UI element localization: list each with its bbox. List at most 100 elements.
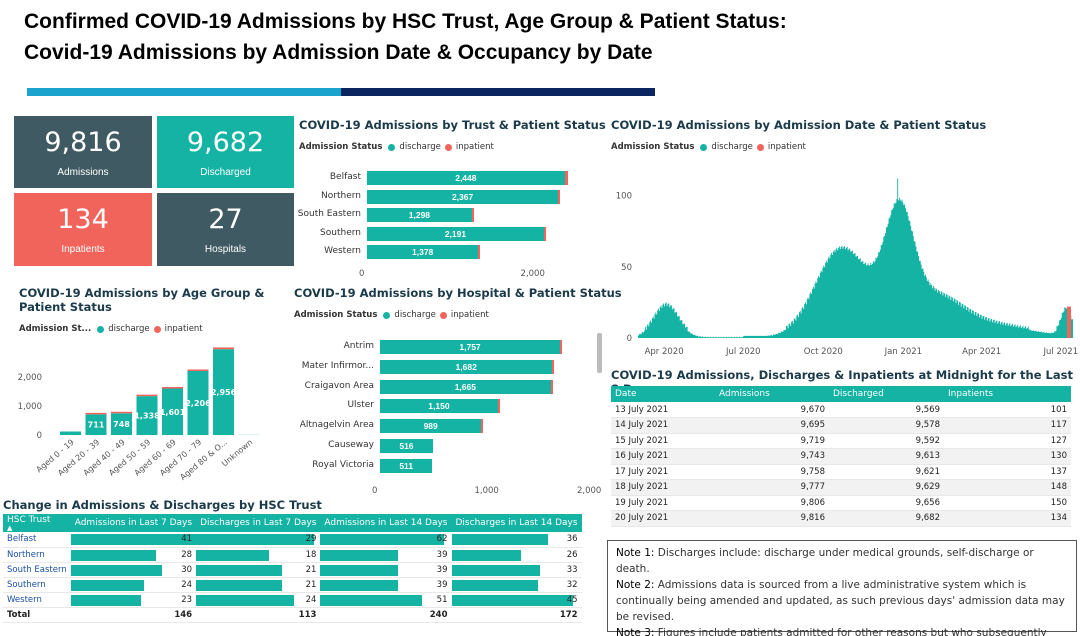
cell-value: 36: [566, 534, 578, 545]
discharge-bar[interactable]: [380, 359, 553, 374]
inpatient-bar[interactable]: [481, 419, 484, 434]
bar-row-causeway[interactable]: Causeway 516: [328, 439, 585, 453]
discharge-bar[interactable]: [380, 379, 551, 394]
sort-asc-icon[interactable]: ▲: [7, 524, 13, 532]
bar-row-ulster[interactable]: Ulster 1,150: [347, 399, 585, 414]
discharge-bar[interactable]: [60, 431, 81, 435]
legend-inpatient: inpatient: [455, 142, 494, 152]
bar-row-south-eastern[interactable]: South Eastern 1,298: [298, 208, 577, 222]
scrollbar-thumb[interactable]: [597, 333, 602, 373]
header-dis-7[interactable]: Discharges in Last 7 Days: [196, 514, 321, 532]
inpatient-bar[interactable]: [552, 359, 555, 374]
cell-value: 26: [566, 549, 578, 560]
header-adm-14[interactable]: Admissions in Last 14 Days: [320, 514, 452, 532]
x-tick-label: Apr 2021: [962, 347, 1001, 357]
bar-row-antrim[interactable]: Antrim 1,757: [344, 340, 585, 354]
inpatient-bar[interactable]: [550, 379, 553, 394]
cell-value: 24: [305, 594, 317, 605]
table-row[interactable]: 20 July 2021 9,816 9,682 134: [611, 510, 1071, 527]
header-admissions[interactable]: Admissions: [715, 386, 829, 402]
table-row[interactable]: South Eastern 30 21 39 33: [3, 562, 582, 578]
discharge-bar[interactable]: [380, 439, 433, 453]
table-row[interactable]: Western 23 24 51 45: [3, 592, 582, 608]
admission-date-area-chart[interactable]: 0 50 100 Apr 2020 Jul 2020 Oct 2020 Jan 2021 Ap…: [608, 160, 1078, 360]
date-cell: 18 July 2021: [611, 479, 715, 496]
table-row[interactable]: Southern 24 21 39 32: [3, 577, 582, 593]
header-inpatients[interactable]: Inpatients: [944, 386, 1071, 402]
value-cell: 148: [944, 479, 1071, 496]
kpi-inpatients[interactable]: 134 Inpatients: [14, 193, 152, 266]
table-row[interactable]: Northern 28 18 39 26: [3, 547, 582, 563]
discharge-bar[interactable]: [380, 399, 498, 414]
discharge-bar[interactable]: [367, 189, 559, 204]
inpatient-bar[interactable]: [543, 226, 546, 241]
discharge-bar[interactable]: [367, 208, 472, 222]
inpatient-bar[interactable]: [136, 394, 158, 397]
value-cell: 23: [70, 592, 197, 608]
bar-row-craigavon-area[interactable]: Craigavon Area 1,665: [305, 379, 585, 394]
category-label: Antrim: [343, 341, 374, 351]
discharge-bar[interactable]: [380, 419, 482, 434]
inpatient-bar[interactable]: [111, 411, 132, 414]
inpatient-bar[interactable]: [558, 189, 561, 204]
category-label: Craigavon Area: [304, 380, 374, 391]
table-row[interactable]: Belfast 41 29 62 36: [3, 532, 582, 548]
inpatient-bar[interactable]: [187, 369, 209, 371]
inpatient-bar[interactable]: [162, 387, 183, 389]
discharge-bar[interactable]: [367, 226, 544, 241]
table-row[interactable]: 13 July 2021 9,670 9,569 101: [611, 402, 1071, 418]
cell-value: 51: [436, 594, 448, 605]
table-row[interactable]: 15 July 2021 9,719 9,592 127: [611, 433, 1071, 449]
value-cell: 9,578: [829, 417, 944, 434]
inpatient-bar[interactable]: [85, 412, 107, 415]
y-tick-label: 2,000: [18, 373, 42, 383]
discharge-bar[interactable]: [187, 370, 209, 435]
discharge-bar[interactable]: [136, 396, 158, 435]
inpatient-bar[interactable]: [478, 245, 481, 259]
header-adm-7[interactable]: Admissions in Last 7 Days: [70, 514, 197, 532]
kpi-hospitals[interactable]: 27 Hospitals: [157, 193, 294, 266]
trust-chart[interactable]: Belfast 2,448 Northern 2,367 South Eastern 1,…: [298, 171, 577, 291]
inpatient-bar[interactable]: [564, 171, 569, 185]
age-chart-legend: Admission St... discharge inpatient: [19, 324, 203, 334]
table-row[interactable]: 19 July 2021 9,806 9,656 150: [611, 495, 1071, 511]
table-total-row[interactable]: Total 146 113 240 172: [3, 607, 582, 623]
header-hsc-trust[interactable]: HSC Trust ▲: [3, 514, 71, 532]
cell-value: 62: [436, 534, 448, 545]
bar-row-belfast[interactable]: Belfast 2,448: [330, 171, 577, 185]
discharge-bar[interactable]: [380, 340, 561, 354]
bar-row-altnagelvin-area[interactable]: Altnagelvin Area 989: [300, 419, 585, 434]
legend-title: Admission St...: [19, 324, 92, 334]
table-row[interactable]: 17 July 2021 9,758 9,621 137: [611, 464, 1071, 480]
hospital-chart[interactable]: Antrim 1,757 Mater Infirmor... 1,682 Craigav…: [300, 340, 601, 500]
kpi-discharged[interactable]: 9,682 Discharged: [157, 116, 294, 188]
inpatient-bar[interactable]: [560, 340, 563, 354]
bar-row-southern[interactable]: Southern 2,191: [320, 226, 577, 241]
discharge-bar[interactable]: [367, 171, 565, 185]
inpatient-bar[interactable]: [213, 347, 234, 350]
bar-row-western[interactable]: Western 1,378: [324, 245, 577, 259]
header-date[interactable]: Date: [611, 386, 715, 402]
inpatient-area[interactable]: [1067, 306, 1071, 338]
bar-row-mater-infirmor-[interactable]: Mater Infirmor... 1,682: [302, 359, 585, 374]
header-dis-14[interactable]: Discharges in Last 14 Days: [451, 514, 582, 532]
discharge-bar[interactable]: [380, 458, 433, 473]
bar-row-royal-victoria[interactable]: Royal Victoria 511: [312, 458, 585, 473]
table-row[interactable]: 18 July 2021 9,777 9,629 148: [611, 479, 1071, 496]
value-cell: 39: [320, 577, 452, 593]
kpi-admissions[interactable]: 9,816 Admissions: [14, 116, 152, 188]
header-discharged[interactable]: Discharged: [829, 386, 944, 402]
discharge-bar[interactable]: [367, 245, 479, 259]
table-row[interactable]: 14 July 2021 9,695 9,578 117: [611, 417, 1071, 434]
discharge-bar[interactable]: [213, 349, 234, 435]
discharge-bar[interactable]: [111, 413, 132, 435]
discharge-bar[interactable]: [85, 414, 107, 435]
table-row[interactable]: 16 July 2021 9,743 9,613 130: [611, 448, 1071, 465]
discharge-bar[interactable]: [162, 388, 183, 435]
bar-row-northern[interactable]: Northern 2,367: [321, 189, 577, 204]
discharge-area[interactable]: [638, 178, 1073, 338]
inpatient-bar[interactable]: [471, 208, 475, 222]
cell-value: 29: [305, 534, 317, 545]
inpatient-bar[interactable]: [497, 399, 500, 414]
